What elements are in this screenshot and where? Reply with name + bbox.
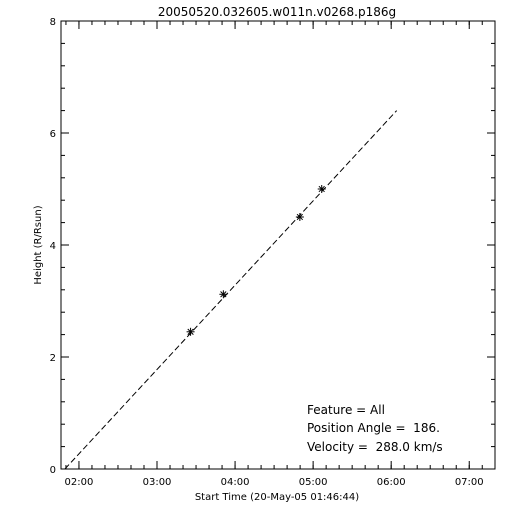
x-tick-label: 06:00 bbox=[377, 477, 406, 488]
annotation-velocity: Velocity = 288.0 km/s bbox=[307, 440, 443, 454]
annotation-position-angle: Position Angle = 186. bbox=[307, 421, 440, 435]
y-axis: 0 2 4 6 8 bbox=[50, 17, 495, 476]
y-axis-label: Height (R/Rsun) bbox=[33, 205, 44, 284]
x-tick-label: 03:00 bbox=[143, 477, 172, 488]
x-tick-label: 02:00 bbox=[65, 477, 94, 488]
x-tick-label: 05:00 bbox=[299, 477, 328, 488]
annotation-box: Feature = All Position Angle = 186. Velo… bbox=[307, 403, 443, 454]
y-tick-label: 6 bbox=[50, 129, 56, 140]
chart-title: 20050520.032605.w011n.v0268.p186g bbox=[158, 5, 396, 19]
x-axis: 02:00 03:00 04:00 05:00 06:00 07:00 bbox=[65, 21, 484, 488]
data-point bbox=[295, 213, 304, 221]
y-tick-label: 4 bbox=[50, 241, 56, 252]
y-tick-label: 0 bbox=[50, 465, 56, 476]
y-tick-label: 8 bbox=[50, 17, 56, 28]
plot-frame bbox=[60, 20, 496, 470]
x-tick-label: 07:00 bbox=[455, 477, 484, 488]
y-tick-label: 2 bbox=[50, 353, 56, 364]
data-points bbox=[186, 185, 326, 336]
data-point bbox=[186, 327, 195, 336]
fit-line bbox=[64, 110, 398, 470]
annotation-feature: Feature = All bbox=[307, 403, 385, 417]
x-tick-label: 04:00 bbox=[221, 477, 250, 488]
data-point bbox=[317, 185, 326, 193]
data-point bbox=[219, 290, 228, 299]
x-axis-label: Start Time (20-May-05 01:46:44) bbox=[195, 492, 359, 503]
